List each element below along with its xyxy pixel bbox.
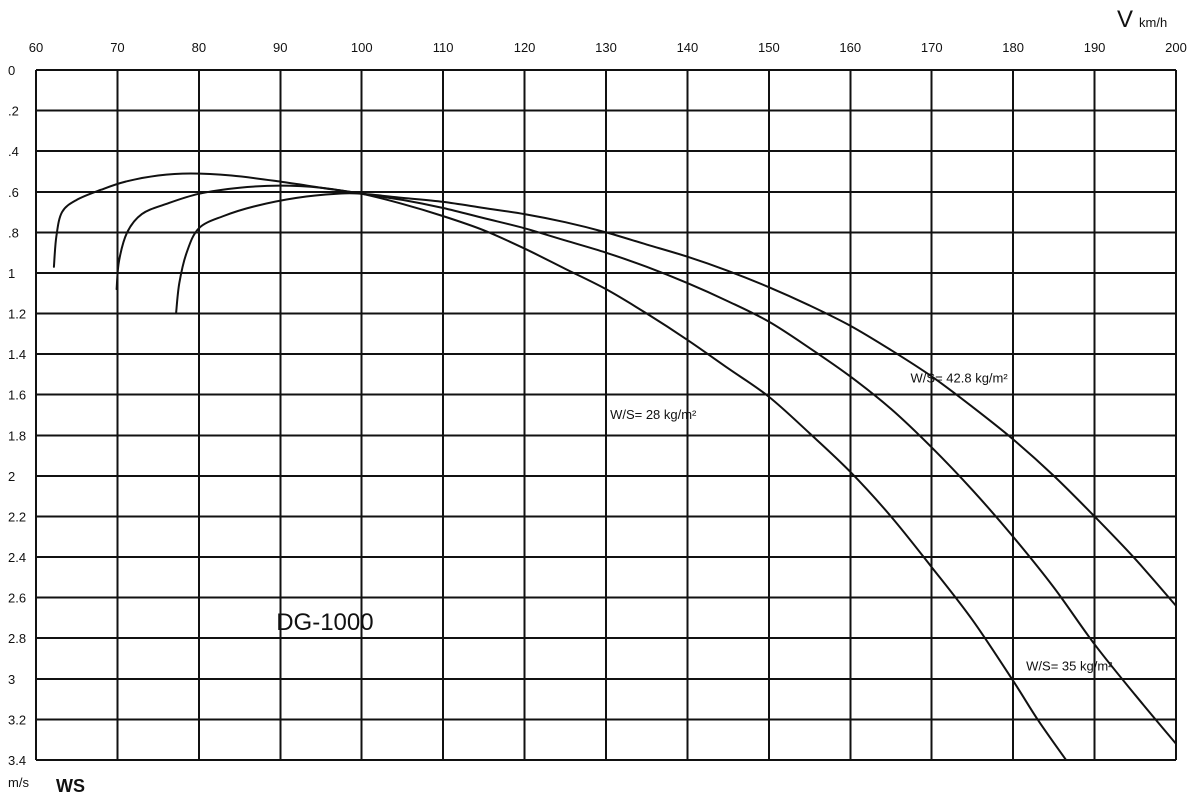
tick-layer: 60 70 80 90 100 110 120 130 140 150 160 170 180 190 20… bbox=[8, 40, 1187, 768]
chart-title: DG-1000 bbox=[276, 609, 373, 636]
x-tick-label: 170 bbox=[921, 40, 943, 55]
y-tick-label: .2 bbox=[8, 104, 19, 119]
y-tick-label: 2.6 bbox=[8, 591, 26, 606]
y-tick-label: .6 bbox=[8, 185, 19, 200]
y-tick-label: 2.2 bbox=[8, 509, 26, 524]
series-curve-2 bbox=[115, 184, 1177, 745]
series-annotation-label: W/S= 28 kg/m² bbox=[610, 407, 697, 422]
y-axis-label: WS bbox=[56, 776, 85, 796]
x-tick-label: 200 bbox=[1165, 40, 1187, 55]
y-tick-label: .8 bbox=[8, 225, 19, 240]
x-tick-label: 140 bbox=[677, 40, 699, 55]
y-tick-label: 1.6 bbox=[8, 388, 26, 403]
y-tick-label: 1.4 bbox=[8, 347, 26, 362]
y-tick-label: 2 bbox=[8, 469, 15, 484]
y-tick-label: 3.4 bbox=[8, 753, 26, 768]
x-tick-label: 180 bbox=[1002, 40, 1024, 55]
x-tick-label: 120 bbox=[514, 40, 536, 55]
series-curve-1 bbox=[52, 172, 1068, 761]
series-curve-3 bbox=[175, 192, 1177, 607]
y-axis-unit: m/s bbox=[8, 775, 29, 790]
series-annotation-label: W/S= 35 kg/m² bbox=[1026, 659, 1113, 674]
x-axis-label: V bbox=[1117, 6, 1133, 33]
curve-layer bbox=[52, 172, 1177, 761]
x-tick-label: 190 bbox=[1084, 40, 1106, 55]
x-tick-label: 100 bbox=[351, 40, 373, 55]
y-tick-label: 0 bbox=[8, 63, 15, 78]
y-tick-label: 2.4 bbox=[8, 550, 26, 565]
x-tick-label: 110 bbox=[433, 40, 454, 55]
annotation-layer: W/S= 28 kg/m² W/S= 35 kg/m² W/S= 42.8 kg/m… bbox=[276, 371, 1113, 674]
x-tick-label: 60 bbox=[29, 40, 43, 55]
x-axis-unit: km/h bbox=[1139, 15, 1167, 30]
y-tick-label: .4 bbox=[8, 144, 19, 159]
y-tick-label: 1.2 bbox=[8, 307, 26, 322]
x-tick-label: 160 bbox=[839, 40, 861, 55]
y-tick-label: 3 bbox=[8, 672, 15, 687]
y-tick-label: 3.2 bbox=[8, 712, 26, 727]
series-annotation-label: W/S= 42.8 kg/m² bbox=[911, 371, 1009, 386]
y-tick-label: 1 bbox=[8, 266, 15, 281]
y-tick-label: 2.8 bbox=[8, 631, 26, 646]
x-tick-label: 90 bbox=[273, 40, 287, 55]
y-tick-label: 1.8 bbox=[8, 428, 26, 443]
x-tick-label: 80 bbox=[192, 40, 206, 55]
x-tick-label: 150 bbox=[758, 40, 780, 55]
x-tick-label: 70 bbox=[110, 40, 124, 55]
x-tick-label: 130 bbox=[595, 40, 617, 55]
